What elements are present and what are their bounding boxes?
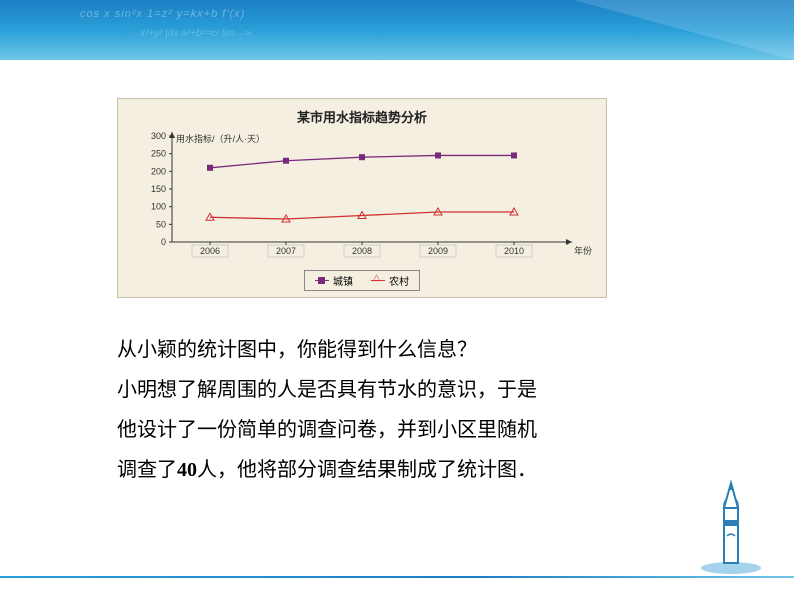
svg-text:2010: 2010	[504, 246, 524, 256]
text-line-2: 小明想了解周围的人是否具有节水的意识，于是	[117, 370, 677, 410]
legend-label-town: 城镇	[333, 273, 353, 288]
svg-text:2008: 2008	[352, 246, 372, 256]
legend-item-town: 城镇	[315, 273, 353, 288]
legend-label-rural: 农村	[389, 273, 409, 288]
legend-item-rural: 农村	[371, 273, 409, 288]
svg-text:2006: 2006	[200, 246, 220, 256]
chart-svg: 0 50 100 150 200 250 300 用水指标/（升/人·天） 2006 2007 20…	[132, 129, 592, 261]
text-4c: 人，他将部分调查结果制成了统计图．	[197, 459, 537, 481]
pen-icon	[696, 468, 766, 578]
text-line-3: 他设计了一份简单的调查问卷，并到小区里随机	[117, 410, 677, 450]
chart-plot-area: 0 50 100 150 200 250 300 用水指标/（升/人·天） 2006 2007 20…	[132, 129, 592, 261]
svg-text:用水指标/（升/人·天）: 用水指标/（升/人·天）	[176, 133, 265, 144]
water-index-chart: 某市用水指标趋势分析 0 50 100 150 200 250 300 用水指标/（升/人·天…	[117, 98, 607, 298]
svg-text:0: 0	[161, 237, 166, 247]
chart-title: 某市用水指标趋势分析	[118, 99, 606, 126]
text-line-1: 从小颖的统计图中，你能得到什么信息？	[117, 330, 677, 370]
text-4b-count: 40	[177, 459, 197, 481]
svg-text:50: 50	[156, 219, 166, 229]
svg-text:300: 300	[151, 131, 166, 141]
svg-text:100: 100	[151, 202, 166, 212]
text-line-4: 调查了40人，他将部分调查结果制成了统计图．	[117, 450, 677, 490]
header-accent	[574, 0, 794, 60]
svg-text:2007: 2007	[276, 246, 296, 256]
header-band: cos x sin²x 1=z² y=kx+b f'(x) x²+y² ∫dx …	[0, 0, 794, 60]
header-formula-text-1: cos x sin²x 1=z² y=kx+b f'(x)	[80, 8, 245, 20]
footer-line	[0, 576, 794, 578]
header-formula-text-2: x²+y² ∫dx a²+b²=c² lim→∞	[140, 28, 252, 39]
legend-marker-triangle-icon	[371, 280, 385, 281]
svg-text:年份: 年份	[574, 245, 592, 256]
text-4a: 调查了	[117, 459, 177, 481]
body-text: 从小颖的统计图中，你能得到什么信息？ 小明想了解周围的人是否具有节水的意识，于是…	[117, 330, 677, 490]
chart-legend: 城镇 农村	[304, 270, 420, 291]
svg-text:2009: 2009	[428, 246, 448, 256]
svg-text:200: 200	[151, 166, 166, 176]
svg-text:250: 250	[151, 149, 166, 159]
legend-marker-square-icon	[315, 280, 329, 281]
svg-text:150: 150	[151, 184, 166, 194]
